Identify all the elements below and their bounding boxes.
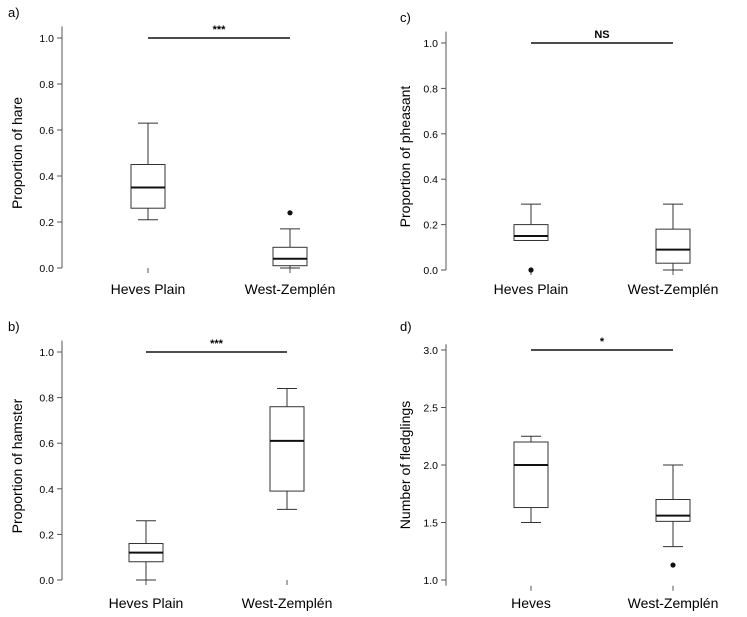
y-axis-title: Number of fledglings: [397, 401, 413, 529]
y-tick-label: 0.0: [39, 575, 54, 587]
y-tick-label: 0.6: [39, 438, 54, 450]
y-tick-label: 1.0: [423, 575, 438, 587]
significance-label: *: [600, 336, 605, 348]
panel-label: a): [8, 5, 20, 20]
y-axis-title: Proportion of hamster: [9, 398, 25, 533]
y-tick-label: 1.0: [39, 33, 54, 45]
significance-label: ***: [213, 24, 227, 36]
y-tick-label: 0.2: [423, 220, 438, 232]
y-tick-label: 1.0: [39, 347, 54, 359]
y-tick-label: 0.6: [39, 125, 54, 137]
category-label: Heves: [511, 595, 551, 611]
category-label: West-Zemplén: [242, 595, 333, 611]
y-tick-label: 0.0: [39, 263, 54, 275]
box-iqr: [655, 228, 691, 264]
y-tick-label: 0.6: [423, 129, 438, 141]
y-tick-label: 0.8: [423, 83, 438, 95]
y-tick-label: 0.8: [39, 393, 54, 405]
box-iqr: [655, 499, 691, 522]
y-axis-title: Proportion of hare: [9, 97, 25, 209]
y-tick-label: 0.2: [39, 529, 54, 541]
box-iqr: [269, 406, 305, 492]
y-tick-label: 1.5: [423, 518, 438, 530]
y-tick-label: 1.0: [423, 38, 438, 50]
y-tick-label: 0.2: [39, 217, 54, 229]
panel-label: d): [400, 319, 412, 334]
box-iqr: [130, 164, 166, 209]
box-iqr: [272, 246, 308, 267]
y-axis-title: Proportion of pheasant: [397, 86, 413, 228]
y-tick-label: 2.5: [423, 403, 438, 415]
panel-label: c): [400, 10, 411, 25]
y-tick-label: 3.0: [423, 345, 438, 357]
category-label: West-Zemplén: [628, 281, 719, 297]
outlier-point: [670, 562, 676, 568]
significance-label: NS: [594, 29, 609, 41]
significance-label: ***: [210, 338, 224, 350]
category-label: Heves Plain: [111, 281, 186, 297]
y-tick-label: 0.4: [39, 171, 54, 183]
y-tick-label: 0.8: [39, 79, 54, 91]
category-label: Heves Plain: [109, 595, 184, 611]
outlier-point: [528, 267, 534, 273]
outlier-point: [287, 210, 293, 216]
y-tick-label: 2.0: [423, 460, 438, 472]
y-tick-label: 0.4: [423, 174, 438, 186]
box-iqr: [513, 441, 549, 509]
y-tick-label: 0.4: [39, 484, 54, 496]
box-iqr: [513, 224, 549, 241]
y-tick-label: 0.0: [423, 265, 438, 277]
panel-label: b): [8, 319, 20, 334]
category-label: Heves Plain: [494, 281, 569, 297]
category-label: West-Zemplén: [245, 281, 336, 297]
category-label: West-Zemplén: [628, 595, 719, 611]
